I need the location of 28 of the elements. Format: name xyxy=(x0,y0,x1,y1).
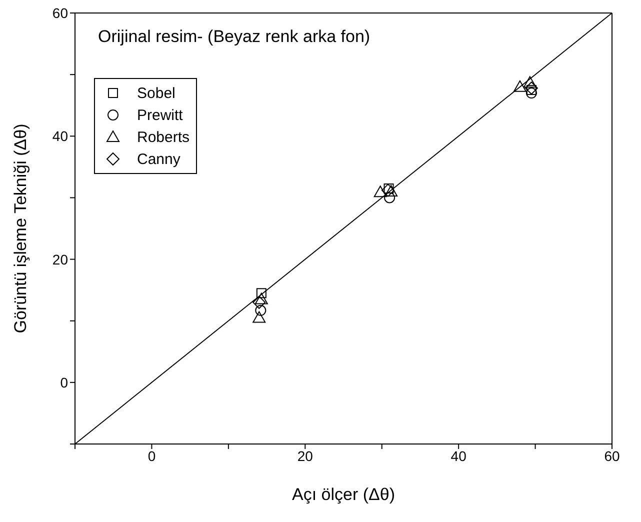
point xyxy=(254,292,268,304)
legend-label: Roberts xyxy=(137,128,190,146)
y-tick-label: 60 xyxy=(52,4,68,21)
y-tick-label: 20 xyxy=(52,251,68,268)
point xyxy=(255,304,266,316)
point xyxy=(523,76,536,88)
point xyxy=(381,184,394,197)
x-tick-label: 40 xyxy=(450,448,467,464)
point xyxy=(252,296,266,309)
legend-label: Canny xyxy=(137,150,180,168)
x-tick-label: 20 xyxy=(297,448,314,464)
y-tick-label: 40 xyxy=(52,128,68,144)
point xyxy=(384,185,398,197)
legend-label: Sobel xyxy=(137,84,176,102)
text: Orijinal resim- (Beyaz renk arka fon) xyxy=(98,27,370,46)
y-axis-title: Görüntü işleme Tekniği (Δθ) xyxy=(11,124,30,334)
point xyxy=(384,192,396,204)
y-tick-label: 0 xyxy=(60,374,68,390)
x-axis-title: Açı ölçer (Δθ) xyxy=(292,485,395,504)
point xyxy=(524,82,538,95)
x-tick-label: 60 xyxy=(604,448,620,464)
point xyxy=(256,288,266,298)
point xyxy=(374,186,387,198)
point xyxy=(252,311,266,323)
point xyxy=(513,80,526,92)
point xyxy=(526,88,537,99)
x-tick-label: 0 xyxy=(148,448,156,464)
legend-label: Prewitt xyxy=(137,106,183,124)
